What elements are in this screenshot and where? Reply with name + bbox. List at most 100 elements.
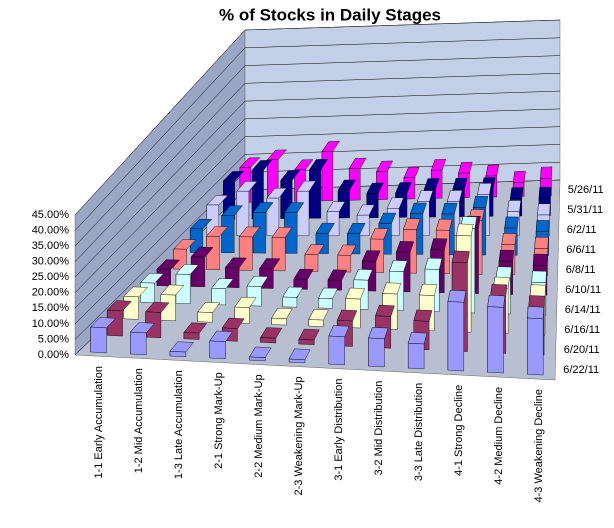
bar (183, 332, 200, 340)
bar-top (512, 170, 526, 183)
bar (298, 339, 315, 345)
bar-top (534, 236, 549, 249)
x-tick-label: 1-2 Mid Accumulation (133, 368, 145, 473)
depth-label: 6/6/11 (566, 244, 596, 256)
grid-line (74, 108, 561, 293)
bar-top (487, 294, 506, 308)
bar-top (529, 284, 546, 297)
y-tick-label: 30.00% (32, 256, 70, 268)
bar (221, 215, 235, 254)
back-wall (244, 19, 561, 191)
bar (304, 254, 319, 272)
depth-label: 6/2/11 (567, 224, 597, 236)
bar-top (485, 164, 500, 177)
bar (328, 335, 345, 366)
bar-top (528, 295, 545, 308)
bar (447, 301, 464, 372)
bar (288, 358, 306, 364)
depth-label: 6/14/11 (565, 304, 601, 316)
bar (318, 297, 333, 309)
depth-label: 5/31/11 (567, 204, 603, 216)
grid-line (74, 37, 561, 231)
grid-line (74, 144, 561, 325)
y-tick-label: 25.00% (32, 271, 70, 283)
y-tick-label: 10.00% (32, 318, 70, 330)
bar-top (413, 309, 433, 322)
bar (368, 337, 385, 368)
y-tick-label: 20.00% (32, 287, 70, 299)
bar (252, 212, 266, 254)
bar (123, 296, 139, 320)
bar (487, 306, 504, 374)
depth-label: 6/16/11 (564, 324, 600, 336)
depth-label: 5/26/11 (568, 184, 604, 196)
bar (527, 317, 544, 376)
x-tick-label: 4-1 Strong Decline (453, 385, 465, 476)
bar-top (477, 183, 492, 195)
x-tick-label: 1-1 Early Accumulation (93, 366, 105, 479)
depth-label: 6/22/11 (563, 364, 599, 376)
y-tick-label: 45.00% (32, 209, 70, 221)
bar (408, 342, 425, 370)
bar-top (507, 200, 522, 212)
bar-top (501, 233, 517, 246)
bar (130, 331, 147, 356)
x-tick-label: 3-2 Mid Distribution (373, 381, 385, 476)
bar (209, 340, 226, 360)
bar (249, 356, 266, 362)
grid-line (74, 19, 561, 216)
bar (169, 351, 187, 358)
grid-line (74, 73, 561, 262)
depth-label: 6/20/11 (564, 344, 600, 356)
bar (293, 278, 308, 290)
bar (337, 189, 350, 219)
x-tick-label: 3-3 Late Distribution (413, 383, 425, 481)
y-tick-label: 15.00% (32, 302, 70, 314)
x-tick-label: 1-3 Late Accumulation (173, 370, 185, 479)
bar (90, 326, 107, 354)
bar-top (430, 238, 448, 251)
bar (308, 319, 324, 327)
bar (349, 168, 361, 201)
x-tick-label: 2-2 Medium Mark-Up (253, 374, 265, 477)
bar-top (419, 283, 438, 296)
bar-top (424, 257, 443, 270)
bar-top (407, 332, 428, 345)
bar (175, 273, 191, 305)
x-tick-label: 4-2 Medium Decline (493, 387, 505, 485)
bar (190, 256, 206, 288)
bar-top (540, 166, 553, 179)
bar (260, 337, 277, 344)
bar (337, 254, 351, 273)
bar-top (527, 306, 544, 320)
bar-top (510, 187, 524, 200)
bar (271, 317, 287, 326)
x-tick-label: 4-3 Weakening Decline (533, 389, 545, 503)
bar (296, 190, 310, 237)
bar-top (498, 249, 515, 262)
y-tick-label: 35.00% (32, 240, 70, 252)
x-tick-label: 3-1 Early Distribution (333, 379, 345, 481)
chart-title: % of Stocks in Daily Stages (219, 5, 441, 24)
bar-top (535, 220, 550, 233)
bar-top (495, 266, 512, 279)
bar-top (490, 284, 508, 297)
bar (211, 287, 227, 306)
grid-line (74, 90, 561, 278)
depth-label: 6/10/11 (565, 284, 601, 296)
bar-top (531, 270, 547, 283)
bar-top (472, 196, 489, 208)
y-tick-label: 40.00% (32, 224, 70, 236)
grid-line (74, 55, 561, 247)
bar (321, 151, 333, 202)
bar-top (456, 223, 474, 237)
y-tick-label: 0.00% (38, 349, 69, 361)
y-tick-label: 5.00% (38, 333, 69, 345)
bar-top (537, 203, 551, 216)
bar (282, 296, 298, 308)
bar-top (538, 186, 552, 199)
bar-top (447, 289, 467, 303)
bar (309, 169, 322, 219)
